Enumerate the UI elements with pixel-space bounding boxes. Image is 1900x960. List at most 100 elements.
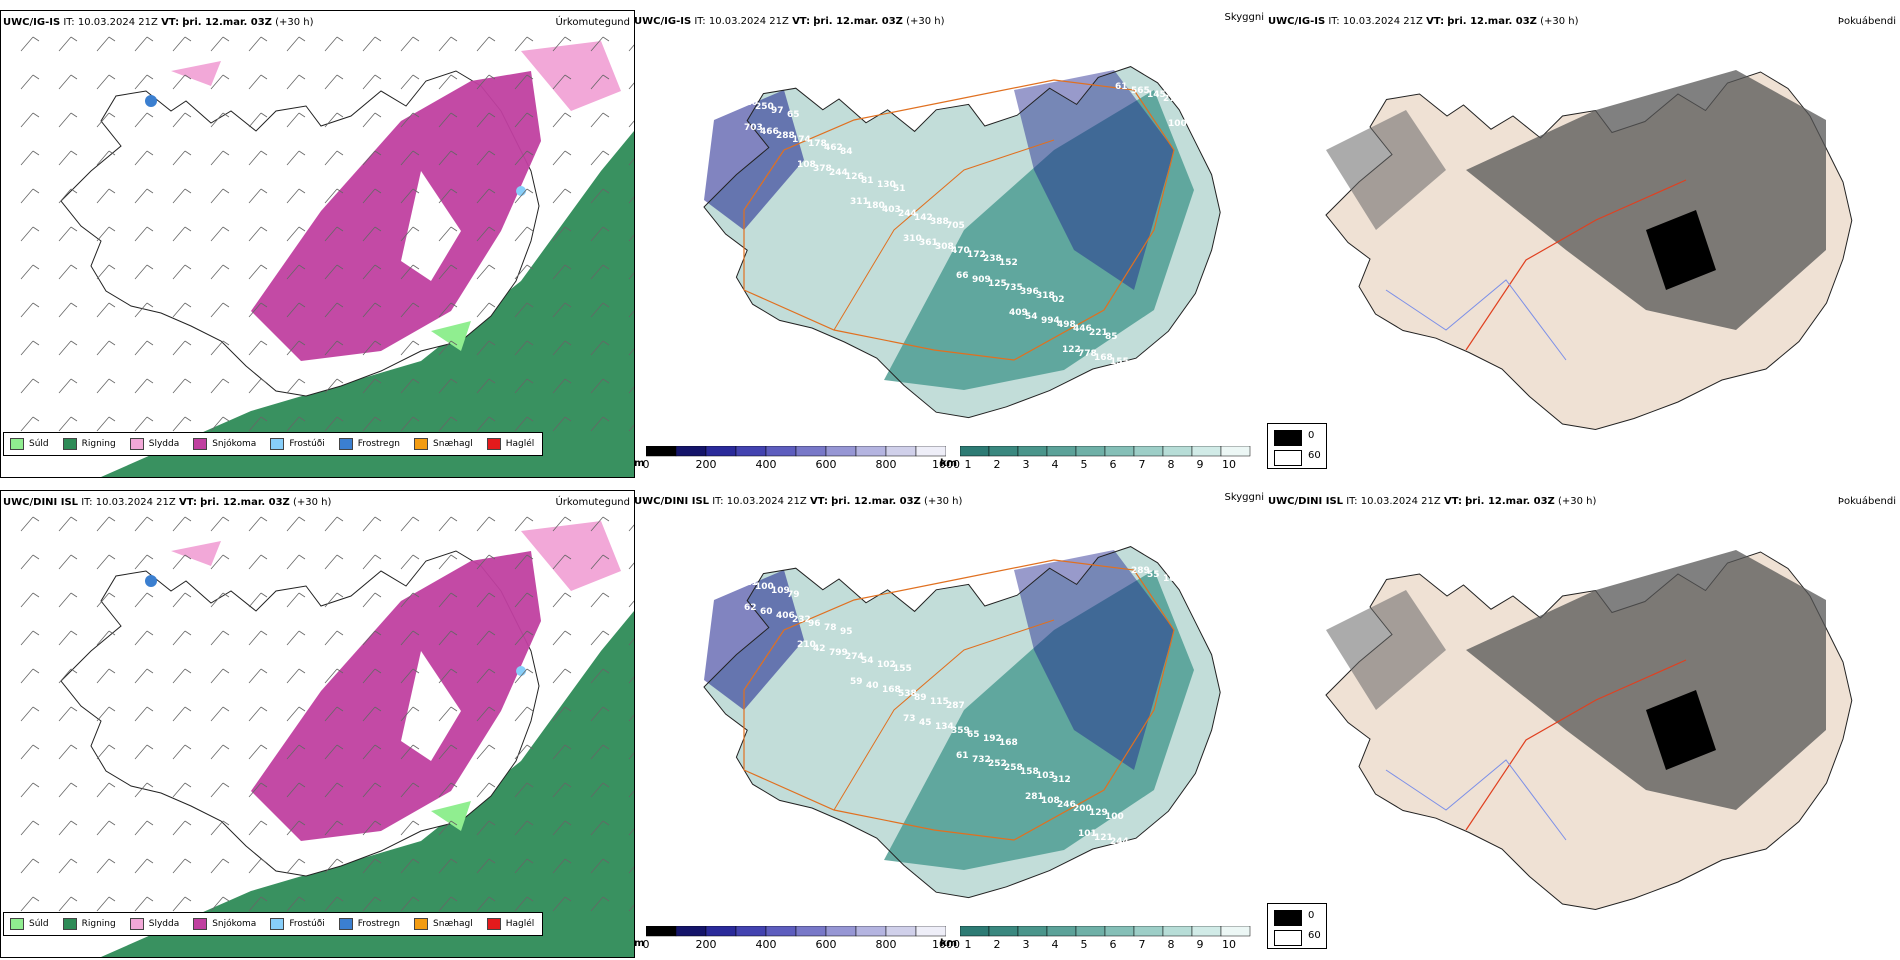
colorbar-segment (1104, 926, 1135, 937)
visibility-value: 994 (1041, 316, 1060, 326)
colorbar-tick: 2 (993, 938, 1001, 951)
legend-swatch (338, 918, 353, 930)
visibility-value: 172 (967, 250, 986, 260)
rivers (1385, 759, 1567, 841)
visibility-value: 129 (1089, 808, 1108, 818)
colorbar-tick: 8 (1167, 458, 1175, 471)
visibility-value: 799 (829, 648, 848, 658)
colorbar-segment (735, 926, 767, 937)
dense-fog-region (1014, 550, 1174, 770)
colorbar-tick: 1000 (932, 938, 960, 951)
visibility-value: 155 (1110, 357, 1129, 367)
fog-shading (1466, 70, 1826, 330)
colorbar-segment (1191, 926, 1222, 937)
legend-swatch (414, 918, 429, 930)
freezing-drizzle-spot (516, 666, 526, 676)
visibility-colorbar-m (646, 446, 946, 457)
colorbar-segment (1220, 926, 1251, 937)
lead-time: (+30 h) (923, 496, 963, 507)
colorbar-segment (915, 926, 946, 937)
visibility-value: 78 (824, 623, 837, 633)
colorbar-segment (646, 446, 677, 457)
visibility-value: 244 (829, 168, 848, 178)
visibility-value: 703 (744, 123, 763, 133)
init-time-label: IT: (1328, 16, 1340, 27)
road-network (1465, 179, 1687, 351)
legend-item: Slydda (129, 438, 179, 450)
visibility-value: 155 (893, 664, 912, 674)
colorbar-tick: 0 (642, 458, 650, 471)
visibility-value: 89 (914, 693, 927, 703)
init-time-label: IT: (1346, 496, 1358, 507)
valid-time-label: VT: (1443, 496, 1462, 507)
low-visibility-region (884, 90, 1194, 390)
colorbar-segment (1162, 446, 1193, 457)
colorbar-segment (825, 446, 857, 457)
precip-panel: UWC/IG-IS IT: 10.03.2024 21Z VT: þri. 12… (0, 10, 635, 478)
colorbar-tick: 7 (1138, 938, 1146, 951)
legend-swatch (193, 918, 208, 930)
fog-index-legend: 0 60 (1267, 903, 1327, 949)
visibility-value: 73 (903, 714, 916, 724)
precip-type-title: Úrkomutegund (555, 17, 630, 28)
visibility-value: 54 (1025, 312, 1038, 322)
fog-index-panel: UWC/IG-IS IT: 10.03.2024 21Z VT: þri. 12… (1266, 10, 1900, 480)
colorbar-segment (855, 926, 887, 937)
colorbar-tick: 4 (1051, 458, 1059, 471)
legend-label: Frostúði (289, 919, 325, 929)
visibility-value: 310 (903, 234, 922, 244)
visibility-value: 174 (792, 135, 811, 145)
colorbar-tick: 400 (755, 938, 777, 951)
visibility-value: 65 (787, 110, 800, 120)
legend-item: Snjókoma (193, 438, 256, 450)
valid-time-value: þri. 12.mar. 03Z (831, 496, 921, 507)
visibility-value: 462 (824, 143, 843, 153)
legend-label: Snjókoma (212, 439, 257, 449)
panel-header: UWC/DINI ISL IT: 10.03.2024 21Z VT: þri.… (3, 497, 331, 509)
legend-label: Frostregn (357, 919, 401, 929)
colorbar-segment (855, 446, 887, 457)
colorbar-unit-km: km (940, 938, 958, 949)
colorbar-segment (960, 446, 990, 457)
precip-type-map (20, 516, 634, 957)
freezing-rain-spot (145, 575, 157, 587)
visibility-value: 274 (845, 652, 864, 662)
forecast-row: UWC/IG-IS IT: 10.03.2024 21Z VT: þri. 12… (0, 10, 1900, 480)
colorbar-segment (885, 446, 917, 457)
fog-index-map (1325, 550, 1853, 911)
visibility-value: 311 (850, 197, 869, 207)
colorbar-tick: 3 (1022, 938, 1030, 951)
freezing-rain-spot (145, 95, 157, 107)
legend-label: Súld (29, 919, 49, 929)
visibility-value: 361 (1126, 361, 1145, 371)
visibility-value: 84 (1158, 369, 1171, 379)
visibility-colorbar-km (960, 446, 1251, 457)
precip-panel: UWC/DINI ISL IT: 10.03.2024 21Z VT: þri.… (0, 490, 635, 958)
fog-legend-white-label: 60 (1308, 450, 1321, 461)
visibility-value: 103 (1036, 771, 1055, 781)
wind-barbs (20, 36, 634, 432)
sleet-region (171, 61, 221, 86)
visibility-value: 383 (1142, 365, 1161, 375)
visibility-value: 446 (1073, 324, 1092, 334)
visibility-value: 95 (840, 627, 853, 637)
visibility-value: 409 (1009, 308, 1028, 318)
visibility-value: 180 (866, 201, 885, 211)
snow-region (251, 71, 541, 361)
legend-label: Rigning (81, 439, 116, 449)
panel-header: UWC/DINI ISL IT: 10.03.2024 21Z VT: þri.… (1268, 496, 1596, 508)
model-name: UWC/DINI ISL (1268, 496, 1344, 507)
visibility-value: 246 (1057, 800, 1076, 810)
init-time-label: IT: (81, 497, 93, 508)
lead-time: (+30 h) (1540, 16, 1579, 27)
visibility-value: 221 (739, 578, 758, 588)
valid-time-label: VT: (178, 497, 197, 508)
model-name: UWC/IG-IS (634, 16, 692, 27)
colorbar-segment (705, 446, 737, 457)
colorbar-segment (960, 926, 990, 937)
visibility-value: 735 (1004, 283, 1023, 293)
precip-type-map (20, 36, 634, 477)
colorbar-segment (885, 926, 917, 937)
rain-region (101, 611, 634, 957)
colorbar-segment (705, 926, 737, 937)
